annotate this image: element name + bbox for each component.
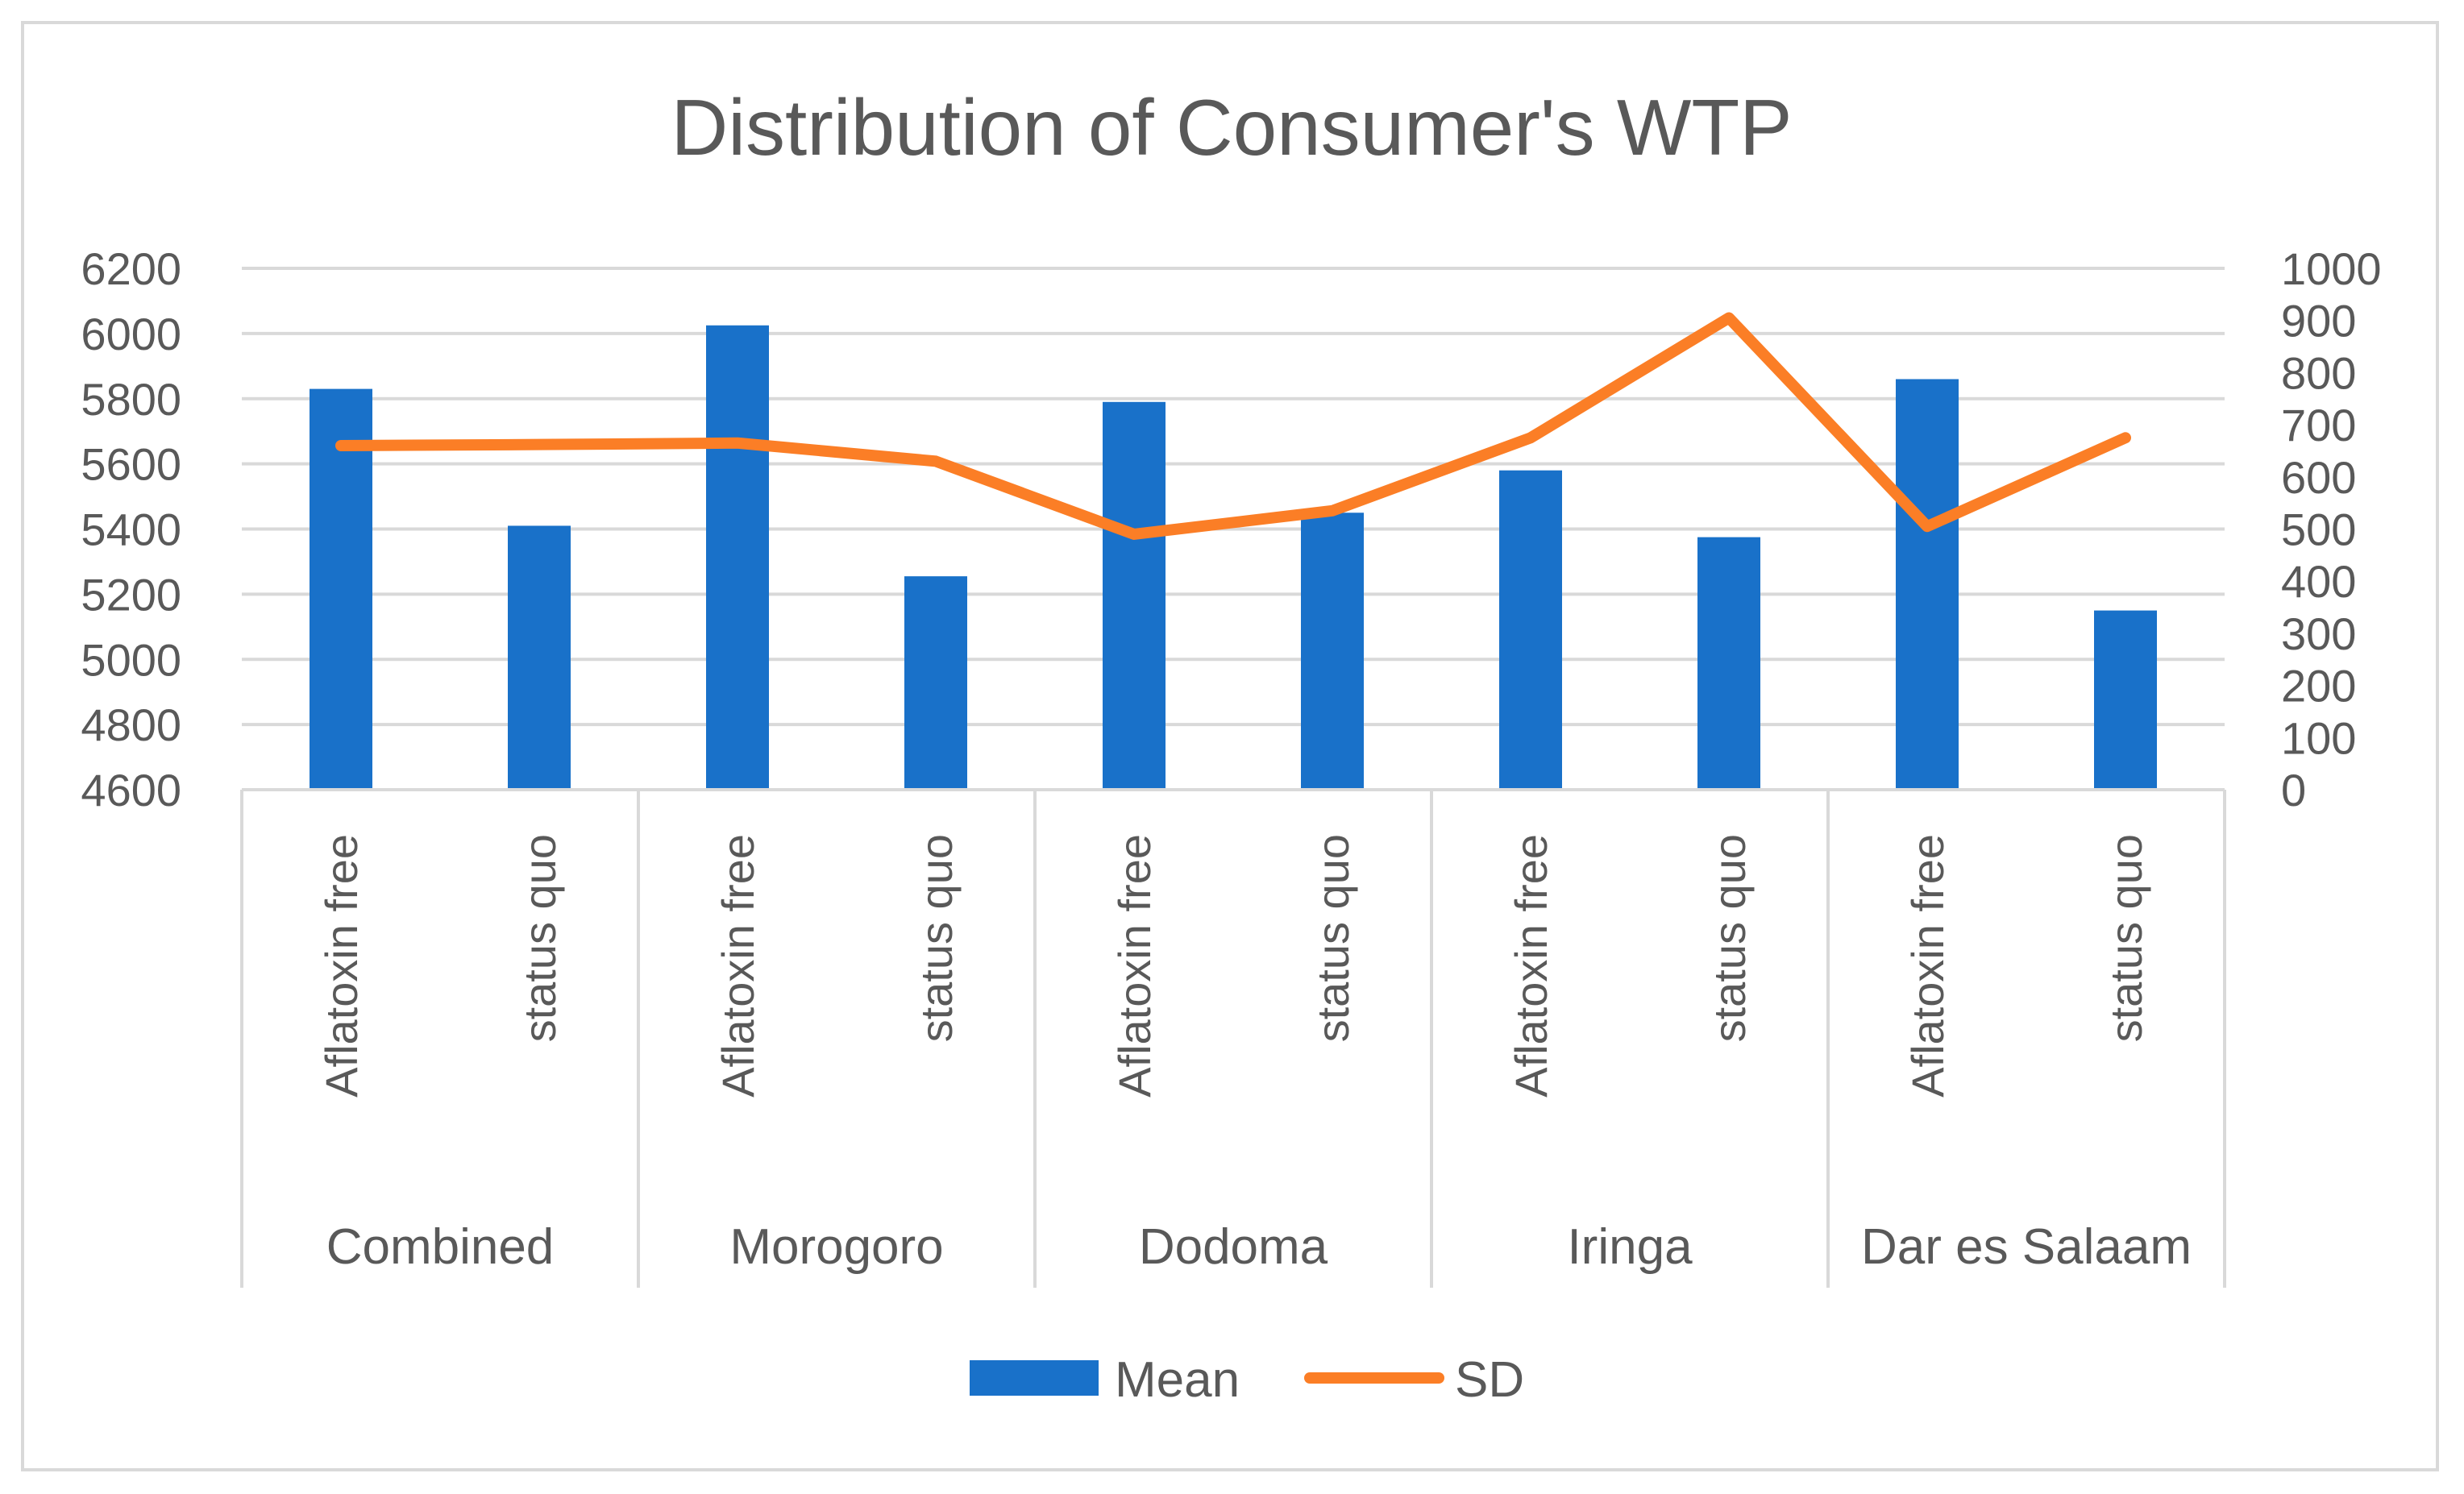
category-label: status quo	[1704, 834, 1755, 1042]
mean-bar	[706, 325, 769, 790]
right-tick-label: 800	[2281, 347, 2356, 398]
left-tick-label: 5600	[81, 439, 181, 490]
sd-point	[1132, 532, 1136, 536]
sd-point	[538, 442, 541, 446]
left-tick-label: 5800	[81, 374, 181, 425]
category-label: Aflatoxin free	[1109, 834, 1160, 1098]
right-tick-label: 700	[2281, 400, 2356, 450]
right-tick-label: 400	[2281, 556, 2356, 607]
right-tick-label: 0	[2281, 765, 2306, 815]
left-tick-label: 4600	[81, 765, 181, 815]
mean-bar	[904, 576, 967, 790]
chart-title: Distribution of Consumer's WTP	[671, 83, 1792, 172]
left-y-axis: 6200 6000 5800 5600 5400 5200 5000 4800 4600	[81, 243, 181, 815]
group-label: Iringa	[1567, 1219, 1693, 1275]
right-tick-label: 100	[2281, 712, 2356, 763]
sd-line	[335, 312, 2131, 540]
left-tick-label: 4800	[81, 699, 181, 750]
mean-bar	[1301, 513, 1364, 790]
mean-bar	[1697, 537, 1760, 790]
mean-bar	[310, 388, 372, 790]
x-axis: Aflatoxin free status quo Aflatoxin free st…	[240, 788, 2226, 1288]
left-tick-label: 6000	[81, 309, 181, 359]
group-label: Dar es Salaam	[1861, 1219, 2192, 1275]
right-tick-label: 1000	[2281, 243, 2382, 294]
right-tick-label: 300	[2281, 608, 2356, 659]
right-tick-label: 200	[2281, 661, 2356, 712]
group-label: Morogoro	[729, 1219, 943, 1275]
sd-point	[1529, 436, 1532, 440]
mean-bar	[2094, 610, 2157, 790]
category-label: status quo	[1307, 834, 1358, 1042]
sd-line-series	[335, 312, 2131, 540]
legend-sd-label: SD	[1455, 1352, 1524, 1408]
mean-bars	[310, 325, 2157, 790]
sd-point	[1331, 508, 1334, 513]
right-tick-label: 900	[2281, 296, 2356, 347]
category-label: Aflatoxin free	[1902, 834, 1953, 1098]
right-tick-label: 600	[2281, 452, 2356, 503]
legend-mean-label: Mean	[1115, 1352, 1240, 1408]
legend: Mean SD	[970, 1352, 1524, 1408]
left-tick-label: 5200	[81, 569, 181, 620]
left-tick-label: 5400	[81, 504, 181, 555]
mean-bar	[1896, 379, 1959, 790]
category-label: status quo	[514, 834, 565, 1042]
mean-bar	[1103, 401, 1166, 790]
sd-point	[934, 459, 937, 463]
sd-point	[339, 443, 343, 447]
right-tick-label: 500	[2281, 504, 2356, 555]
category-label: Aflatoxin free	[713, 834, 763, 1098]
sd-point	[2124, 436, 2127, 440]
legend-mean-swatch	[970, 1360, 1099, 1396]
sd-point	[736, 441, 739, 445]
left-tick-label: 6200	[81, 243, 181, 294]
gridlines	[242, 267, 2225, 727]
category-label: status quo	[911, 834, 962, 1042]
left-tick-label: 5000	[81, 634, 181, 685]
group-label: Combined	[326, 1219, 555, 1275]
sd-point	[1926, 525, 1929, 529]
sd-point	[1727, 316, 1731, 320]
group-label: Dodoma	[1139, 1219, 1328, 1275]
category-label: status quo	[2100, 834, 2151, 1042]
category-label: Aflatoxin free	[316, 834, 367, 1098]
mean-bar	[1499, 470, 1562, 790]
mean-bar	[508, 525, 571, 790]
chart-frame	[21, 21, 2439, 1471]
category-label: Aflatoxin free	[1506, 834, 1556, 1098]
